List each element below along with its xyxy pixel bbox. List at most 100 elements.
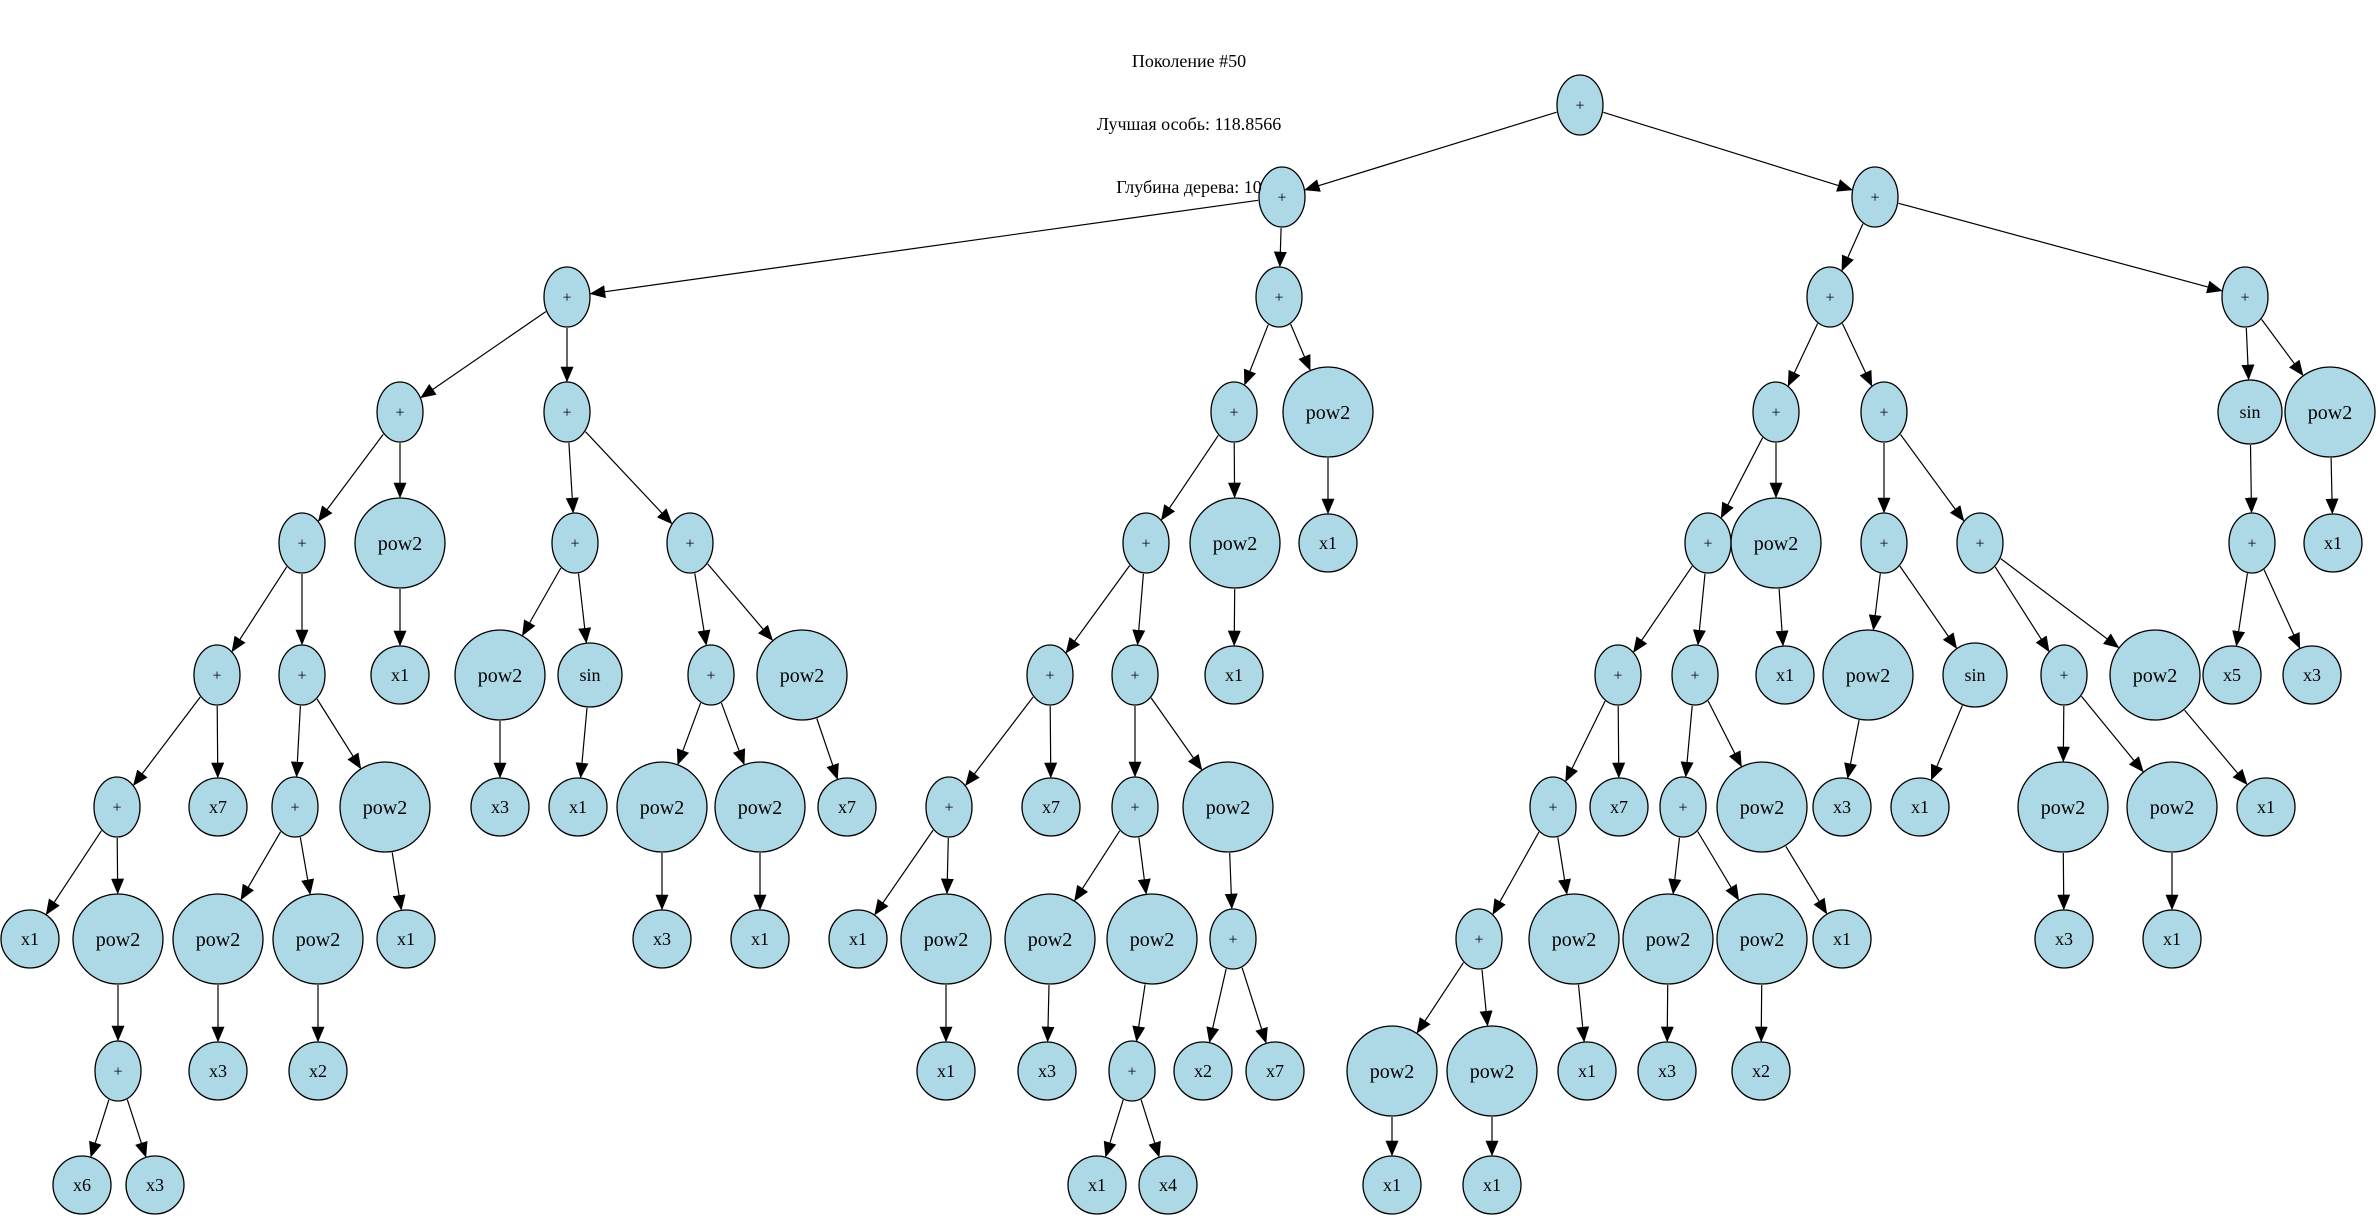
tree-node-pow2 [172,893,264,985]
tree-edge [522,567,562,637]
tree-edge [2056,705,2070,763]
tree-node-pow2 [2284,366,2376,458]
tree-edge [1668,837,1682,895]
tree-node-label: x3 [1833,797,1851,817]
tree-node-x1 [0,909,60,969]
tree-edge [1576,984,1590,1043]
tree-node-x1 [2142,909,2202,969]
tree-edge [1065,565,1131,654]
tree-node-label: x1 [1578,1061,1596,1081]
tree-node-x3 [125,1155,185,1215]
tree-edge [1898,202,2223,294]
tree-node-plus [1659,776,1707,838]
tree-node-pow2 [616,761,708,853]
tree-edge [89,1099,110,1158]
tree-edge [707,563,774,641]
tree-edge [1290,323,1311,371]
tree-node-label: x7 [1042,797,1060,817]
tree-node-label: x7 [1266,1061,1284,1081]
tree-node-label: + [570,535,579,552]
tree-node-label: pow2 [1206,797,1250,819]
tree-edge [565,442,579,514]
tree-node-label: x1 [2163,929,2181,949]
tree-node-label: pow2 [1130,929,1174,951]
tree-node-plus [1258,166,1306,228]
tree-node-label: pow2 [924,929,968,951]
tree-node-x1 [916,1041,976,1101]
tree-edge [1479,969,1493,1027]
tree-edge [317,433,384,522]
tree-edge [1994,566,2050,653]
tree-edge [1557,837,1571,895]
tree-node-label: + [113,1063,122,1080]
tree-node-plus [2228,512,2276,574]
tree-edge [575,707,589,779]
tree-node-label: x3 [2303,665,2321,685]
tree-node-plus [1111,644,1159,706]
tree-node-label: pow2 [1370,1061,1414,1083]
tree-node-label: x1 [1225,665,1243,685]
tree-node-plus [1806,266,1854,328]
tree-node-plus [376,381,424,443]
tree-node-plus [278,644,326,706]
tree-node-label: pow2 [1213,533,1257,555]
tree-node-x1 [1067,1155,1127,1215]
tree-node-label: + [1870,189,1879,206]
tree-node-label: + [562,289,571,306]
tree-edge [1074,830,1121,902]
tree-edge [1416,962,1465,1034]
tree-node-x7 [1021,777,1081,837]
tree-node-x1 [548,777,608,837]
tree-node-label: x1 [937,1061,955,1081]
tree-node-label: + [1474,931,1483,948]
tree-node-pow2 [1730,497,1822,589]
tree-edge [1132,984,1146,1042]
tree-node-x4 [1138,1155,1198,1215]
tree-node-x1 [2303,513,2363,573]
tree-node-label: + [1575,97,1584,114]
tree-node-label: x3 [146,1175,164,1195]
tree-edge [940,837,954,895]
tree-node-x3 [1812,777,1872,837]
tree-node-x7 [1589,777,1649,837]
tree-node-plus [278,512,326,574]
tree-edge [126,1099,148,1158]
tree-node-plus [1529,776,1577,838]
tree-node-label: + [212,667,221,684]
tree-node-label: x2 [309,1061,327,1081]
tree-node-plus [93,776,141,838]
tree-node-label: x1 [2324,533,2342,553]
tree-node-label: pow2 [1754,533,1798,555]
tree-edge [1899,565,1958,649]
tree-node-label: pow2 [296,929,340,951]
tree-node-pow2 [1189,497,1281,589]
tree-node-label: x6 [73,1175,91,1195]
tree-node-label: pow2 [378,533,422,555]
tree-node-label: pow2 [478,665,522,687]
tree-node-label: x2 [1752,1061,1770,1081]
tree-node-label: + [1975,535,1984,552]
tree-edge [1697,831,1740,901]
tree-node-pow2 [1822,629,1914,721]
tree-node-label: + [395,404,404,421]
tree-node-label: + [2247,535,2256,552]
tree-node-label: x1 [1911,797,1929,817]
tree-node-label: x1 [391,665,409,685]
tree-edge [2261,319,2304,377]
tree-node-pow2 [1004,893,1096,985]
tree-edge [1930,705,1963,781]
tree-node-x1 [730,909,790,969]
tree-node-label: pow2 [738,797,782,819]
tree-node-label: + [297,667,306,684]
tree-edge [2000,558,2120,649]
tree-node-label: + [1678,799,1687,816]
tree-node-label: x1 [2257,797,2275,817]
tree-node-label: + [2059,667,2068,684]
tree-node-pow2 [1528,893,1620,985]
tree-node-label: x7 [1610,797,1628,817]
tree-node-label: + [1127,1063,1136,1080]
tree-edge [694,573,711,646]
tree-edge [1103,1099,1124,1158]
tree-edge [720,702,746,766]
tree-node-pow2 [454,629,546,721]
